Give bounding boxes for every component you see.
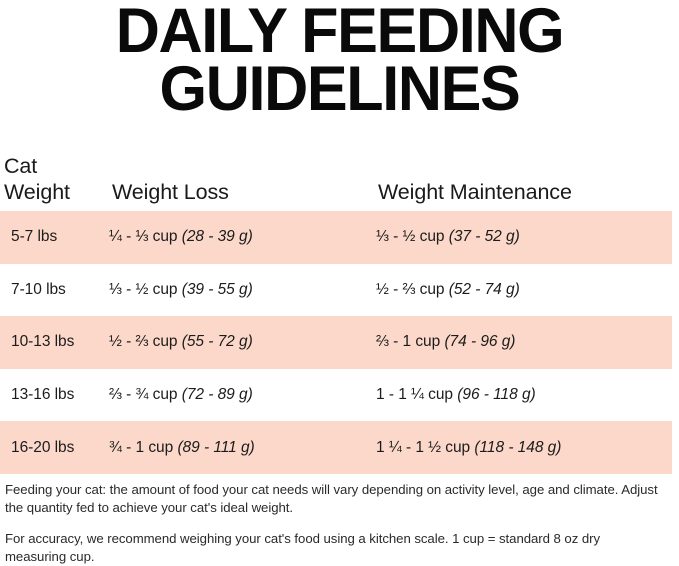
cell-weight-maintenance: ½ - ⅔ cup (52 - 74 g) [376, 280, 520, 300]
footnote-feeding-amount: Feeding your cat: the amount of food you… [5, 482, 658, 515]
cell-weight-maintenance-grams: (37 - 52 g) [448, 228, 520, 246]
cell-weight-loss: ⅓ - ½ cup (39 - 55 g) [109, 280, 253, 300]
table-header-row: Cat Weight Weight Loss Weight Maintenanc… [0, 148, 679, 211]
column-header-weight-maintenance: Weight Maintenance [378, 180, 572, 204]
table-row: 13-16 lbs ⅔ - ¾ cup (72 - 89 g) 1 - 1 ¼ … [0, 369, 672, 422]
cell-cat-weight: 13-16 lbs [11, 386, 75, 404]
cell-cat-weight: 10-13 lbs [11, 333, 75, 351]
cell-weight-loss: ¼ - ⅓ cup (28 - 39 g) [109, 227, 253, 247]
cell-weight-loss-grams: (72 - 89 g) [181, 386, 253, 404]
cell-weight-maintenance-cups: ⅓ - ½ cup [376, 228, 449, 246]
cell-cat-weight: 7-10 lbs [11, 280, 66, 298]
cell-weight-loss: ¾ - 1 cup (89 - 111 g) [109, 438, 255, 458]
table-row: 16-20 lbs ¾ - 1 cup (89 - 111 g) 1 ¼ - 1… [0, 421, 672, 474]
footnotes: Feeding your cat: the amount of food you… [5, 481, 670, 565]
cell-weight-maintenance-cups: ½ - ⅔ cup [376, 280, 449, 298]
cell-cat-weight: 5-7 lbs [11, 228, 58, 246]
cell-weight-loss-grams: (55 - 72 g) [181, 333, 253, 351]
cell-weight-maintenance-cups: 1 ¼ - 1 ½ cup [376, 438, 475, 456]
cell-weight-maintenance-cups: 1 - 1 ¼ cup [376, 386, 458, 404]
page-title-line-2: GUIDELINES [159, 54, 521, 124]
cell-weight-maintenance-grams: (118 - 148 g) [474, 438, 562, 456]
cell-weight-loss-grams: (28 - 39 g) [181, 228, 253, 246]
cell-weight-loss-cups: ¾ - 1 cup [109, 438, 178, 456]
cell-weight-maintenance-grams: (52 - 74 g) [448, 280, 520, 298]
cell-weight-maintenance: ⅓ - ½ cup (37 - 52 g) [376, 227, 520, 247]
column-header-cat-weight: Cat Weight [4, 154, 70, 204]
cell-weight-loss-grams: (39 - 55 g) [181, 280, 253, 298]
cell-weight-loss: ⅔ - ¾ cup (72 - 89 g) [109, 385, 253, 405]
cell-weight-loss-cups: ⅔ - ¾ cup [109, 386, 182, 404]
cell-cat-weight: 16-20 lbs [11, 438, 75, 456]
cell-weight-maintenance-cups: ⅔ - 1 cup [376, 333, 445, 351]
cell-weight-maintenance: 1 ¼ - 1 ½ cup (118 - 148 g) [376, 438, 561, 458]
cell-weight-loss-cups: ½ - ⅔ cup [109, 333, 182, 351]
cell-weight-maintenance: 1 - 1 ¼ cup (96 - 118 g) [376, 385, 536, 405]
cell-weight-maintenance: ⅔ - 1 cup (74 - 96 g) [376, 332, 515, 352]
table-row: 5-7 lbs ¼ - ⅓ cup (28 - 39 g) ⅓ - ½ cup … [0, 211, 672, 264]
cell-weight-maintenance-grams: (74 - 96 g) [444, 333, 516, 351]
column-header-weight-loss: Weight Loss [112, 180, 229, 204]
cell-weight-loss-cups: ¼ - ⅓ cup [109, 228, 182, 246]
table-row: 10-13 lbs ½ - ⅔ cup (55 - 72 g) ⅔ - 1 cu… [0, 316, 672, 369]
page-title: DAILY FEEDING GUIDELINES [0, 0, 679, 124]
cell-weight-loss-grams: (89 - 111 g) [177, 438, 255, 456]
cell-weight-maintenance-grams: (96 - 118 g) [457, 386, 536, 404]
table-row: 7-10 lbs ⅓ - ½ cup (39 - 55 g) ½ - ⅔ cup… [0, 264, 672, 317]
page-title-line-1: DAILY FEEDING [115, 0, 565, 66]
cell-weight-loss: ½ - ⅔ cup (55 - 72 g) [109, 332, 253, 352]
feeding-table: Cat Weight Weight Loss Weight Maintenanc… [0, 148, 679, 474]
cell-weight-loss-cups: ⅓ - ½ cup [109, 280, 182, 298]
footnote-accuracy: For accuracy, we recommend weighing your… [5, 531, 601, 564]
